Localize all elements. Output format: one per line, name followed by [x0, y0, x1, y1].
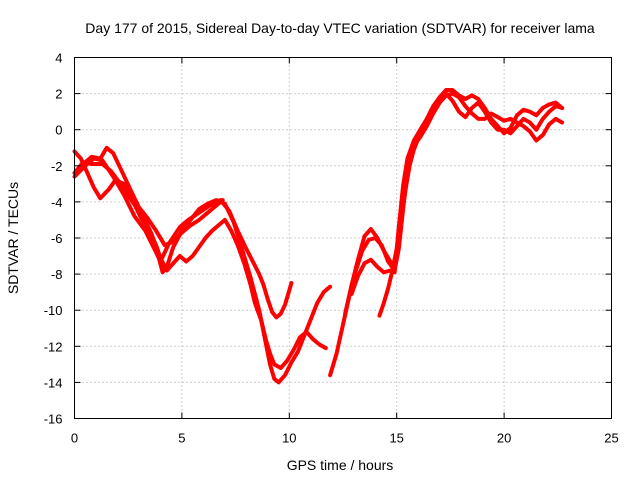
y-tick-label: -10	[44, 303, 63, 318]
y-tick-labels: -16 -14 -12 -10 -8 -6 -4 -2 0 2 4	[44, 51, 63, 427]
data-series	[72, 88, 565, 385]
x-tick-labels: 0 5 10 15 20 25	[71, 431, 619, 446]
series-line-8	[377, 124, 425, 318]
y-tick-label: 2	[55, 87, 62, 102]
x-tick-label: 15	[389, 431, 403, 446]
series-line-5	[328, 91, 565, 378]
y-tick-label: -2	[51, 159, 63, 174]
series-line-7	[349, 91, 565, 296]
x-tick-label: 0	[71, 431, 78, 446]
y-tick-label: -6	[51, 231, 63, 246]
y-tick-label: -8	[51, 267, 63, 282]
series-line-6	[343, 88, 565, 316]
chart-title: Day 177 of 2015, Sidereal Day-to-day VTE…	[85, 20, 595, 36]
y-tick-label: 0	[55, 123, 62, 138]
x-axis-label: GPS time / hours	[287, 457, 394, 473]
y-tick-label: -12	[44, 339, 63, 354]
y-tick-label: 4	[55, 51, 62, 66]
grid	[74, 57, 612, 419]
series-line-4	[81, 145, 225, 248]
y-tick-label: -16	[44, 412, 63, 427]
x-tick-label: 20	[497, 431, 511, 446]
y-tick-label: -4	[51, 195, 63, 210]
y-tick-label: -14	[44, 375, 63, 390]
x-tick-label: 5	[178, 431, 185, 446]
series-line-3	[72, 149, 328, 370]
x-tick-label: 25	[604, 431, 618, 446]
x-tick-label: 10	[282, 431, 296, 446]
series-line-1	[72, 156, 294, 320]
ticks	[74, 57, 612, 419]
y-axis-label: SDTVAR / TECUs	[5, 182, 21, 294]
